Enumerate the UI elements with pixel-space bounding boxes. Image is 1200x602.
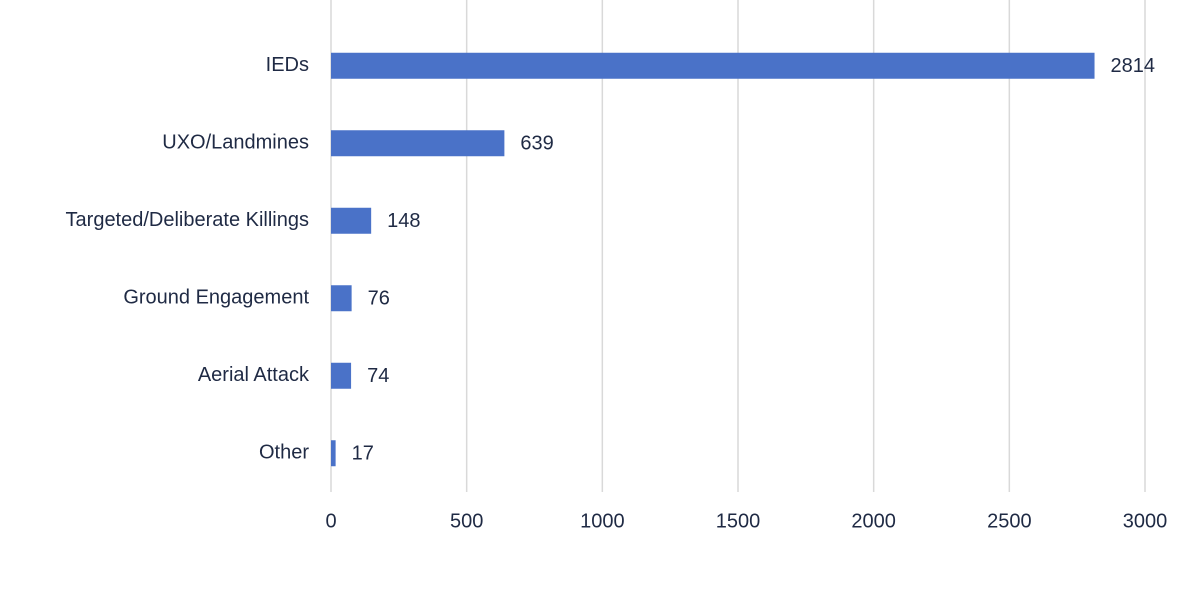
x-tick-label: 2000 [851,510,896,532]
data-label: 639 [520,133,553,155]
x-tick-label: 500 [450,510,483,532]
bar [331,440,336,467]
y-tick-label: IEDs [266,54,309,76]
data-label: 2814 [1111,55,1156,77]
x-tick-label: 0 [325,510,336,532]
data-label: 74 [367,365,389,387]
bar [331,207,372,234]
y-tick-label: Other [259,442,309,464]
x-tick-label: 2500 [987,510,1032,532]
y-tick-label: UXO/Landmines [162,132,309,154]
bar [331,285,352,312]
bar [331,362,352,389]
data-label: 148 [387,210,420,232]
x-tick-label: 3000 [1123,510,1168,532]
bar [331,130,505,157]
x-tick-label: 1000 [580,510,625,532]
bar [331,52,1095,79]
y-tick-label: Targeted/Deliberate Killings [66,209,309,231]
data-label: 17 [352,443,374,465]
y-tick-label: Ground Engagement [123,287,309,309]
y-tick-label: Aerial Attack [198,364,310,386]
x-tick-label: 1500 [716,510,761,532]
data-label: 76 [368,288,390,310]
